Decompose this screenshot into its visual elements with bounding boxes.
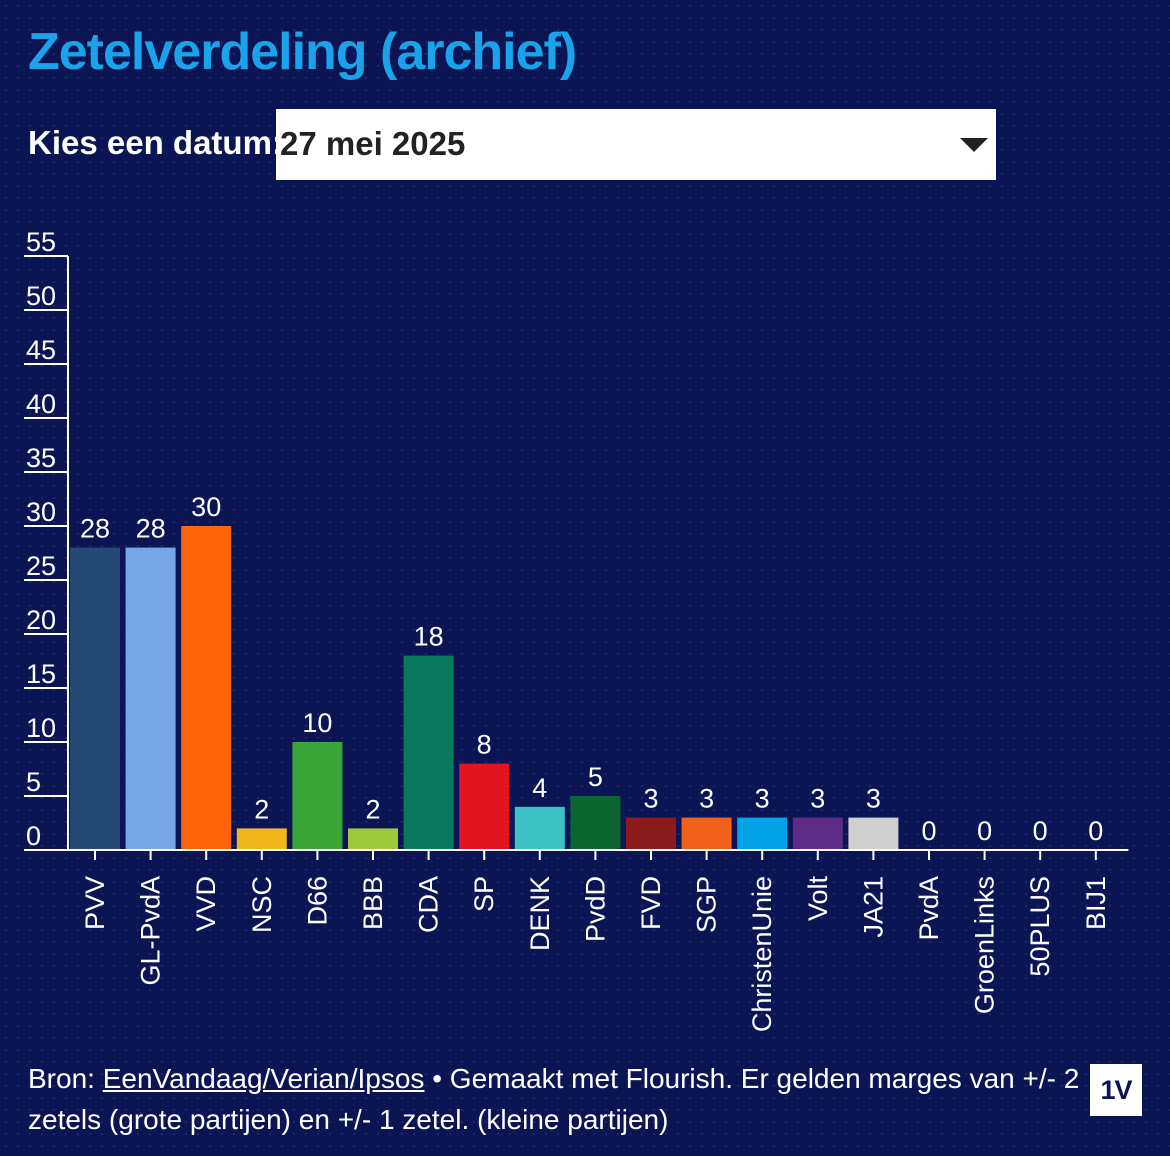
y-tick-label: 45 bbox=[26, 335, 56, 365]
x-tick-label: SP bbox=[469, 876, 499, 912]
bar-value-label: 4 bbox=[532, 773, 547, 803]
selected-date: 27 mei 2025 bbox=[280, 125, 466, 162]
x-tick-label: DENK bbox=[525, 876, 555, 951]
bar-value-label: 18 bbox=[414, 622, 444, 652]
bar bbox=[681, 817, 732, 850]
x-tick-label: JA21 bbox=[858, 876, 888, 938]
bar-value-label: 28 bbox=[80, 514, 110, 544]
date-select-dropdown[interactable]: 27 mei 2025 bbox=[276, 109, 996, 180]
bar bbox=[570, 796, 621, 850]
bar bbox=[626, 817, 676, 850]
bar bbox=[737, 817, 788, 850]
x-tick-label: D66 bbox=[302, 876, 332, 926]
bar bbox=[459, 763, 510, 850]
y-axis: 0 5 10 15 20 25 30 35 40 45 50 55 bbox=[24, 227, 69, 851]
bar bbox=[125, 547, 176, 850]
x-tick-label: NSC bbox=[247, 876, 277, 933]
y-tick-label: 55 bbox=[26, 227, 56, 257]
bar-value-label: 8 bbox=[477, 730, 492, 760]
bar-value-label: 2 bbox=[365, 794, 380, 824]
x-tick-label: PvdD bbox=[580, 876, 610, 942]
y-tick-label: 30 bbox=[26, 497, 56, 527]
x-tick-label: 50PLUS bbox=[1025, 876, 1055, 977]
x-tick-label: CDA bbox=[414, 876, 444, 933]
chart-footer: Bron: EenVandaag/Verian/Ipsos • Gemaakt … bbox=[28, 1058, 1088, 1140]
x-tick-label: PvdA bbox=[914, 876, 944, 941]
y-tick-label: 25 bbox=[26, 551, 56, 581]
y-tick-label: 0 bbox=[26, 821, 41, 851]
x-tick-label: FVD bbox=[636, 876, 666, 930]
bar-value-label: 3 bbox=[810, 784, 825, 814]
x-tick-label: GroenLinks bbox=[970, 876, 1000, 1014]
bar-value-label: 3 bbox=[643, 784, 658, 814]
x-tick-label: GL-PvdA bbox=[136, 876, 166, 986]
date-picker-label: Kies een datum: bbox=[28, 124, 283, 161]
bar-value-label: 0 bbox=[1033, 816, 1048, 846]
bar bbox=[792, 817, 843, 850]
x-tick-label: SGP bbox=[692, 876, 722, 933]
bar-value-label: 3 bbox=[699, 784, 714, 814]
bar bbox=[236, 828, 287, 850]
chevron-down-icon[interactable] bbox=[960, 138, 988, 152]
x-tick-label: BIJ1 bbox=[1081, 876, 1111, 930]
x-tick-label: ChristenUnie bbox=[747, 876, 777, 1032]
bar bbox=[181, 526, 232, 850]
y-tick-label: 5 bbox=[26, 767, 41, 797]
bar-value-label: 5 bbox=[588, 762, 603, 792]
bar bbox=[292, 742, 343, 850]
bar-value-label: 3 bbox=[755, 784, 770, 814]
bar-value-label: 0 bbox=[1088, 816, 1103, 846]
x-axis: PVV GL-PvdA VVD NSC D66 BBB CDA SP DENK PvdD FVD SG… bbox=[68, 849, 1129, 1032]
chart-title: Zetelverdeling (archief) bbox=[28, 23, 577, 81]
bar bbox=[348, 828, 398, 850]
x-tick-label: PVV bbox=[80, 876, 110, 930]
footer-text: • Gemaakt met Flourish. Er gelden marges… bbox=[28, 1063, 1080, 1135]
bar bbox=[403, 655, 454, 850]
bar-value-label: 28 bbox=[136, 514, 166, 544]
bar-value-label: 2 bbox=[254, 794, 269, 824]
bar-value-label: 0 bbox=[977, 816, 992, 846]
y-tick-label: 15 bbox=[26, 659, 56, 689]
x-tick-label: BBB bbox=[358, 876, 388, 930]
footer-prefix: Bron: bbox=[28, 1063, 103, 1094]
eenvandaag-logo: 1V bbox=[1090, 1064, 1142, 1116]
y-tick-label: 20 bbox=[26, 605, 56, 635]
bar-value-label: 3 bbox=[866, 784, 881, 814]
bar bbox=[70, 547, 120, 850]
y-tick-label: 40 bbox=[26, 389, 56, 419]
bar bbox=[514, 806, 565, 850]
y-tick-label: 50 bbox=[26, 281, 56, 311]
bar bbox=[848, 817, 899, 850]
bar-value-label: 30 bbox=[191, 492, 221, 522]
y-tick-label: 35 bbox=[26, 443, 56, 473]
source-link[interactable]: EenVandaag/Verian/Ipsos bbox=[102, 1063, 425, 1094]
bar-value-label: 0 bbox=[921, 816, 936, 846]
x-tick-label: VVD bbox=[191, 876, 221, 932]
y-tick-label: 10 bbox=[26, 713, 56, 743]
bar-value-label: 10 bbox=[302, 708, 332, 738]
x-tick-label: Volt bbox=[803, 876, 833, 922]
